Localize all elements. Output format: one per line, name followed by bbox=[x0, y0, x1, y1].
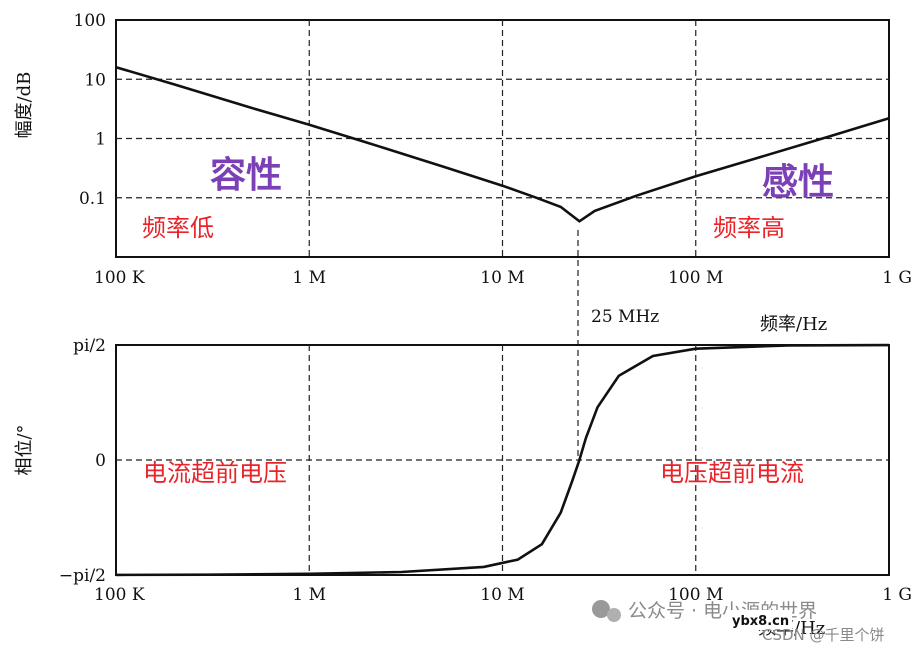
capacitive-label: 容性 bbox=[210, 155, 282, 196]
high-frequency-label: 频率高 bbox=[713, 214, 785, 242]
site-watermark: ybx8.cn bbox=[732, 614, 789, 629]
magnitude-y-ticks: 100 10 1 0.1 bbox=[74, 11, 106, 209]
current-leads-voltage-label: 电流超前电压 bbox=[143, 459, 287, 487]
magnitude-x-tick-label: 1 G bbox=[882, 268, 912, 288]
phase-x-tick-label: 1 G bbox=[882, 585, 912, 605]
magnitude-curve bbox=[115, 65, 890, 223]
phase-x-tick-label: 10 M bbox=[480, 585, 524, 605]
magnitude-x-tick-label: 1 M bbox=[292, 268, 326, 288]
magnitude-y-tick-label: 10 bbox=[84, 70, 106, 90]
phase-x-tick-label: 100 M bbox=[668, 585, 723, 605]
phase-x-tick-label: 1 M bbox=[292, 585, 326, 605]
magnitude-y-tick-label: 1 bbox=[95, 130, 106, 150]
phase-y-ticks: pi/2 0 −pi/2 bbox=[59, 336, 106, 586]
resonance-frequency-label: 25 MHz bbox=[591, 307, 659, 327]
site-watermark-background bbox=[726, 610, 792, 630]
phase-curve bbox=[115, 343, 890, 577]
magnitude-y-tick-label: 100 bbox=[74, 11, 106, 31]
magnitude-x-ticks: 100 K 1 M 10 M 100 M 1 G bbox=[94, 268, 912, 288]
watermark: 公众号 · 电小源的世界 ybx8.cn CSDN @千里个饼 bbox=[592, 600, 885, 644]
magnitude-grid bbox=[116, 20, 889, 257]
csdn-watermark: CSDN @千里个饼 bbox=[762, 626, 885, 644]
phase-y-axis-title: 相位/° bbox=[14, 424, 35, 475]
magnitude-x-tick-label: 100 K bbox=[94, 268, 145, 288]
phase-chart: pi/2 0 −pi/2 100 K 1 M 10 M 100 M 1 G 相位/° 电流超… bbox=[14, 336, 912, 639]
phase-x-ticks: 100 K 1 M 10 M 100 M 1 G bbox=[94, 585, 912, 605]
phase-y-tick-label: pi/2 bbox=[73, 336, 106, 356]
inductive-label: 感性 bbox=[762, 162, 834, 203]
phase-grid bbox=[116, 345, 889, 575]
magnitude-x-axis-unit: 频率/Hz bbox=[760, 314, 827, 335]
voltage-leads-current-label: 电压超前电流 bbox=[660, 459, 804, 487]
phase-x-tick-label: 100 K bbox=[94, 585, 145, 605]
magnitude-x-tick-label: 100 M bbox=[668, 268, 723, 288]
magnitude-x-tick-label: 10 M bbox=[480, 268, 524, 288]
magnitude-y-tick-label: 0.1 bbox=[79, 189, 106, 209]
phase-y-tick-label: 0 bbox=[95, 451, 106, 471]
magnitude-y-axis-title: 幅度/dB bbox=[14, 72, 35, 139]
phase-y-tick-label: −pi/2 bbox=[59, 566, 106, 586]
wechat-icon bbox=[592, 600, 621, 622]
low-frequency-label: 频率低 bbox=[142, 214, 214, 242]
